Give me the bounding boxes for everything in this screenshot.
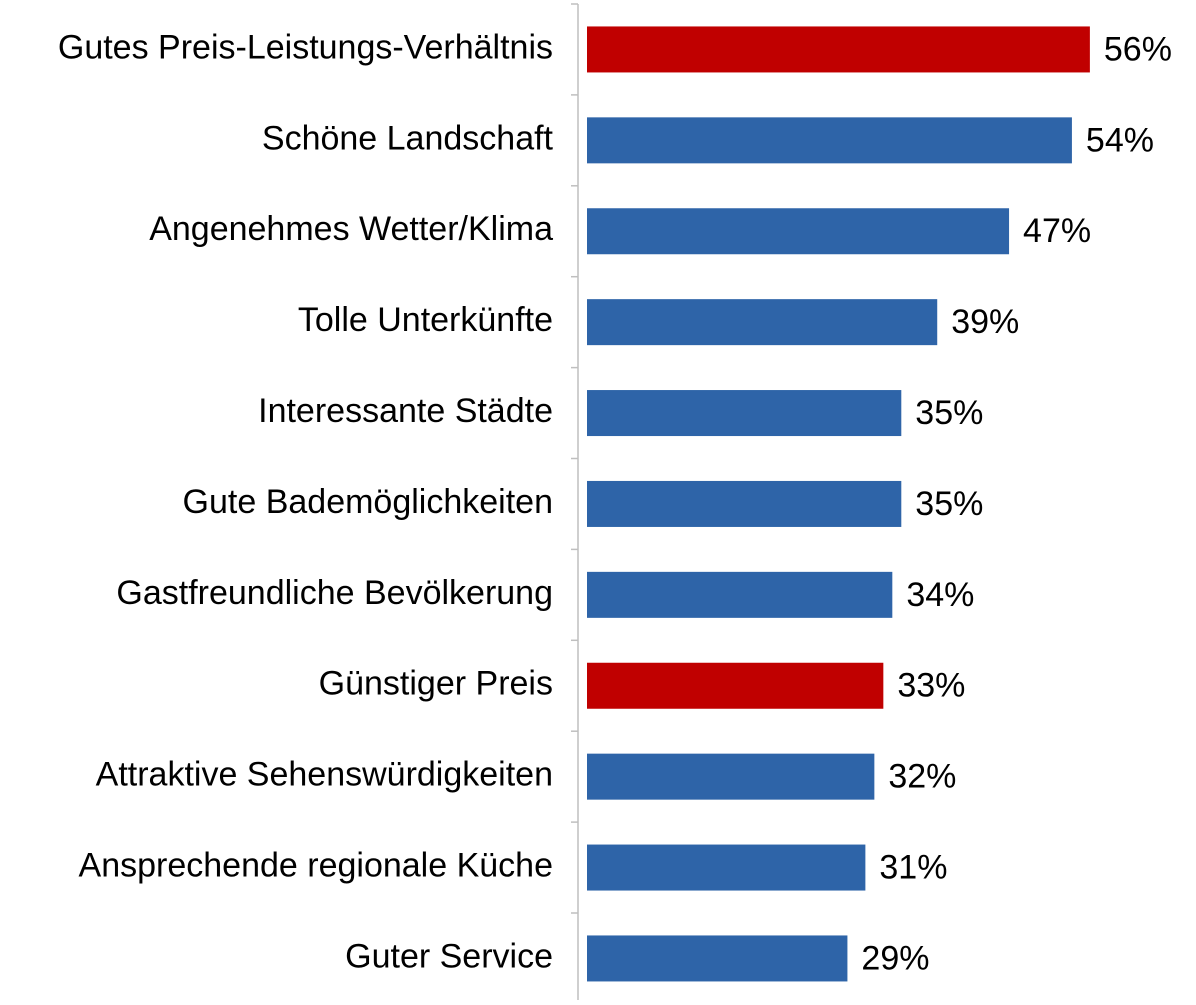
category-label: Ansprechende regionale Küche [79, 847, 553, 885]
bar [587, 480, 902, 527]
category-label: Angenehmes Wetter/Klima [149, 210, 553, 248]
value-label: 39% [951, 303, 1019, 341]
category-label: Günstiger Preis [319, 665, 553, 703]
category-label: Gutes Preis-Leistungs-Verhältnis [58, 28, 553, 66]
value-label: 29% [861, 939, 929, 977]
value-label: 34% [906, 576, 974, 614]
value-label: 47% [1023, 212, 1091, 250]
category-label: Gute Bademöglichkeiten [183, 483, 553, 521]
bar [587, 753, 875, 800]
category-label: Interessante Städte [258, 392, 553, 430]
bar [587, 390, 902, 437]
value-label: 54% [1086, 121, 1154, 159]
value-label: 35% [915, 394, 983, 432]
value-label: 56% [1104, 30, 1172, 68]
value-label: 31% [879, 849, 947, 887]
bar [587, 844, 866, 891]
category-label: Gastfreundliche Bevölkerung [116, 574, 553, 612]
bar [587, 662, 884, 709]
bar [587, 208, 1010, 255]
category-label: Schöne Landschaft [262, 119, 554, 157]
bar [587, 571, 893, 618]
bar [587, 935, 848, 982]
bar [587, 117, 1072, 164]
category-label: Guter Service [345, 937, 553, 975]
value-label: 32% [888, 758, 956, 796]
category-label: Tolle Unterkünfte [298, 301, 553, 339]
bar [587, 299, 938, 346]
value-label: 35% [915, 485, 983, 523]
bar [587, 26, 1090, 73]
category-label: Attraktive Sehenswürdigkeiten [96, 756, 553, 794]
value-label: 33% [897, 667, 965, 705]
